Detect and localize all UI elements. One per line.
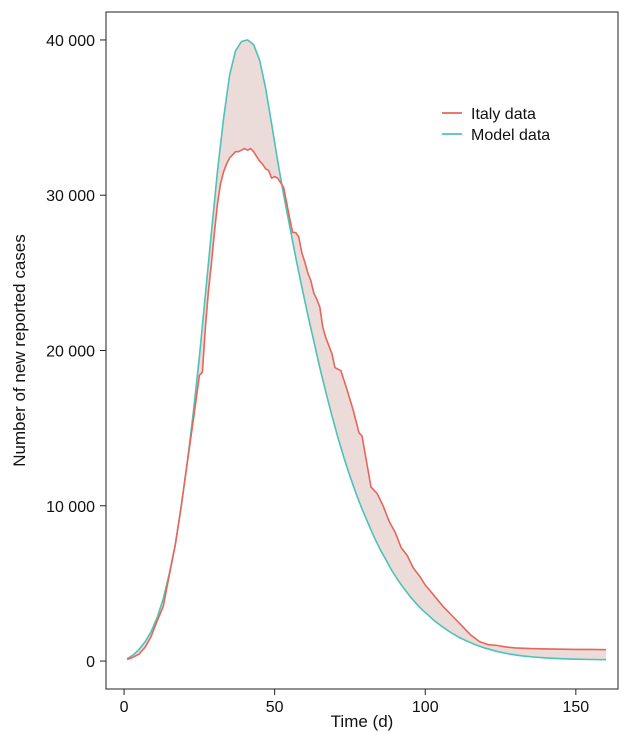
plot-area-frame <box>105 11 619 690</box>
x-tick-label: 50 <box>266 699 284 716</box>
y-axis: 0 10 000 20 000 30 000 40 000 <box>46 33 106 671</box>
series-line-italy-data <box>126 147 607 661</box>
x-tick-label: 0 <box>120 699 129 716</box>
y-tick-label: 10 000 <box>46 499 95 516</box>
legend: Italy data Model data <box>442 106 550 144</box>
x-axis-title: Time (d) <box>331 712 394 731</box>
y-tick-label: 40 000 <box>46 33 95 50</box>
y-axis-title: Number of new reported cases <box>10 234 29 466</box>
legend-label: Italy data <box>471 106 536 123</box>
x-tick-label: 100 <box>412 699 439 716</box>
legend-label: Model data <box>471 127 550 144</box>
y-tick-label: 0 <box>86 654 95 671</box>
series-line-model-data <box>126 39 607 661</box>
x-tick-label: 150 <box>562 699 589 716</box>
y-tick-label: 30 000 <box>46 188 95 205</box>
x-axis: 0 50 100 150 <box>120 689 589 716</box>
y-tick-label: 20 000 <box>46 344 95 361</box>
